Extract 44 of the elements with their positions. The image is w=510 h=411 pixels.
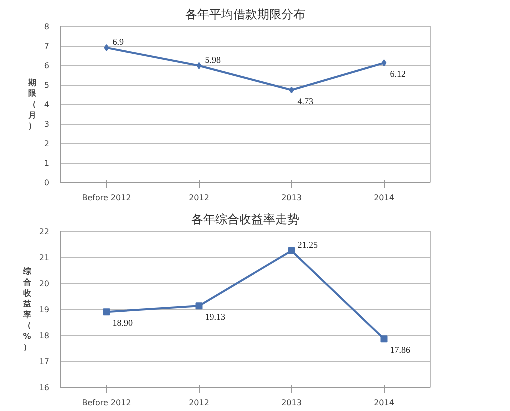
y-axis-title: 综合收益率（%） [22,267,32,352]
y-tick-label: 19 [39,306,50,314]
x-tick-label: 2014 [374,398,394,408]
x-tick-label: 2012 [189,194,210,202]
data-label: 21.25 [298,240,318,250]
point [104,44,110,52]
point [196,302,203,310]
point [382,60,387,67]
y-tick-label: 22 [39,228,50,236]
y-tick-label: 21 [39,254,50,262]
x-tick-label: 2012 [189,398,210,408]
chart-title: 各年平均借款期限分布 [186,8,306,22]
y-tick-label: 3 [44,120,50,129]
x-tick-label: 2014 [374,194,394,202]
y-tick-label: 2 [44,140,50,148]
y-tick-label: 6 [44,62,50,70]
y-tick-label: 8 [44,22,50,32]
x-tick-label: Before 2012 [82,398,132,408]
point [103,308,110,316]
y-tick-label: 1 [44,159,50,168]
x-tick-label: 2013 [282,398,302,408]
y-tick-label: 17 [39,358,50,366]
data-label: 6.9 [112,36,124,47]
data-label: 17.86 [390,345,411,356]
point [289,86,294,94]
x-tick-label: 2013 [282,194,302,202]
y-tick-label: 0 [44,178,50,188]
y-axis-title: 期限（月） [27,78,38,131]
y-tick-label: 4 [44,100,50,110]
y-tick-label: 16 [39,384,50,392]
data-label: 19.13 [205,312,226,322]
data-label: 5.98 [205,54,222,65]
x-tick-label: Before 2012 [82,194,132,202]
point [288,248,296,254]
data-label: 6.12 [390,69,406,80]
point [380,336,388,343]
data-label: 4.73 [298,96,314,106]
data-label: 18.90 [112,318,134,328]
y-tick-label: 18 [39,332,50,340]
y-tick-label: 7 [44,42,50,51]
point [196,62,202,70]
chart-title: 各年综合收益率走势 [192,212,300,226]
y-tick-label: 5 [44,81,50,90]
y-tick-label: 20 [39,280,50,288]
